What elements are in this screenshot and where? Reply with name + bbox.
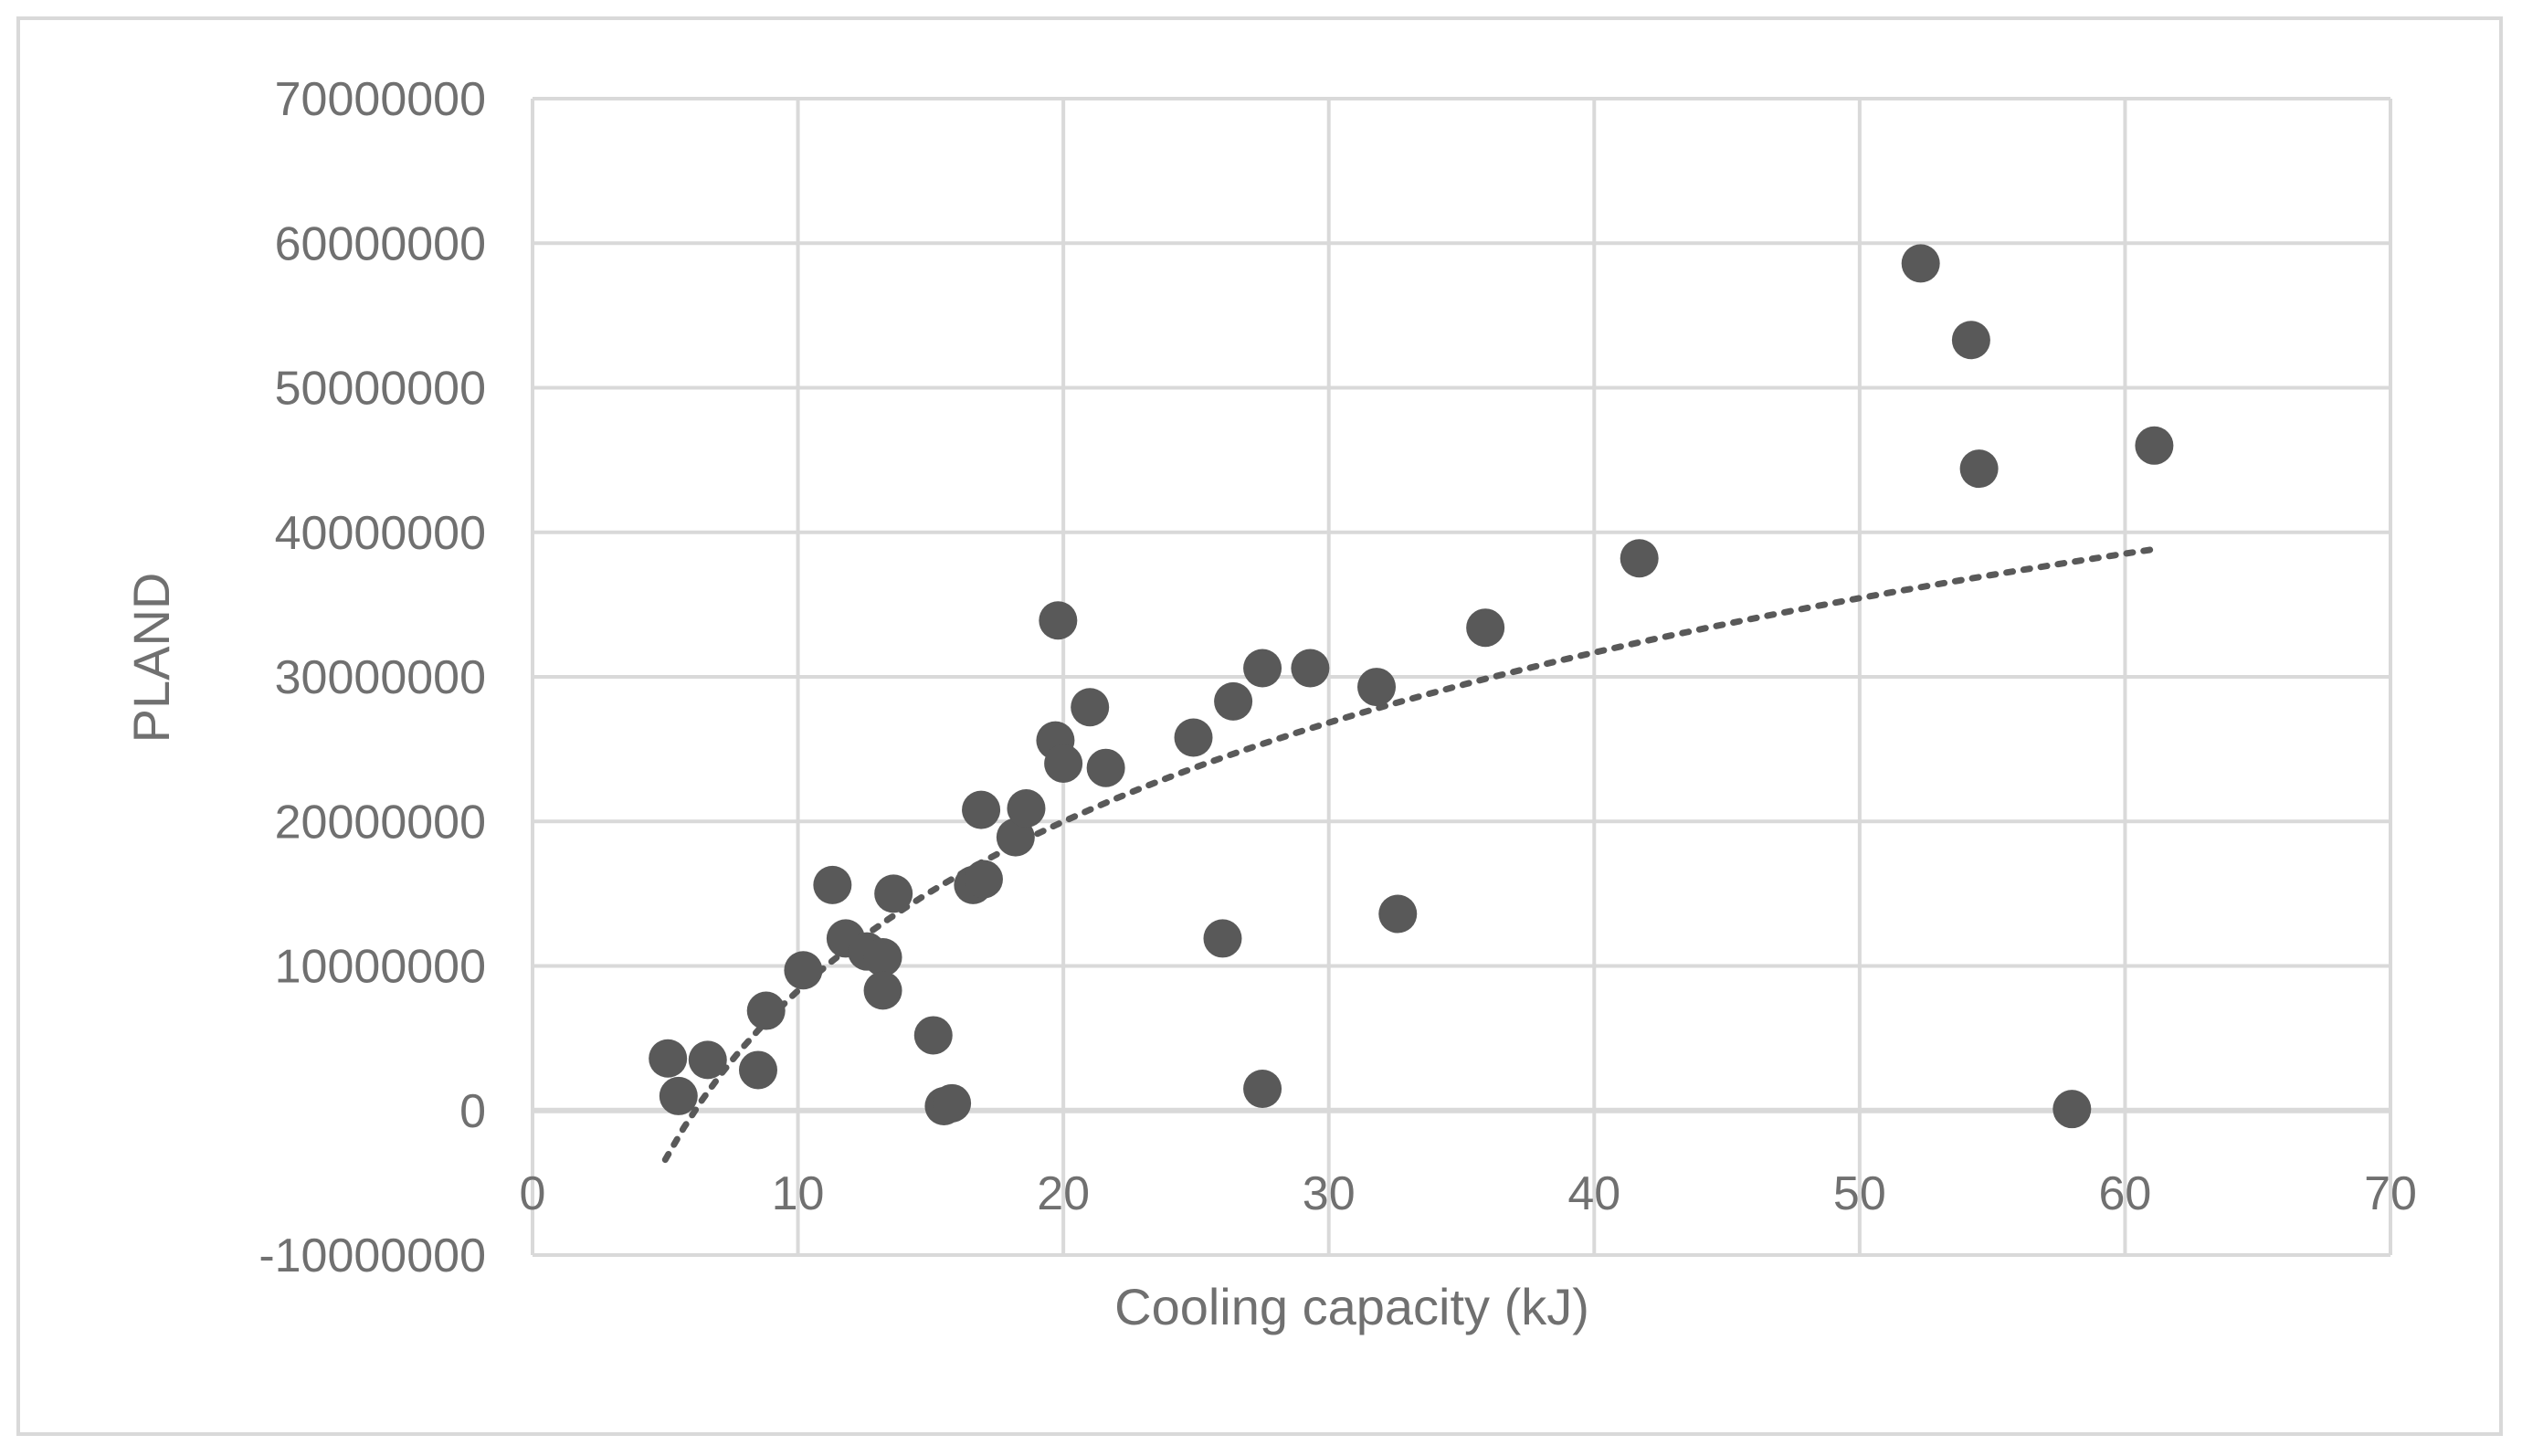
- data-point: [1951, 321, 1990, 360]
- data-point: [962, 790, 1001, 829]
- data-point: [1243, 1070, 1282, 1109]
- data-point: [659, 1076, 698, 1115]
- x-tick-label: 10: [772, 1167, 825, 1220]
- data-point: [1203, 919, 1242, 958]
- data-point: [964, 860, 1003, 899]
- data-point: [874, 874, 913, 913]
- data-point: [784, 951, 823, 990]
- data-point: [1959, 449, 1999, 489]
- x-tick-label: 60: [2099, 1167, 2152, 1220]
- y-tick-label: 40000000: [275, 507, 486, 560]
- data-point: [1901, 244, 1940, 283]
- data-point: [933, 1083, 972, 1123]
- data-point: [738, 1050, 777, 1090]
- data-point: [1086, 748, 1125, 787]
- y-tick-label: 0: [459, 1085, 486, 1138]
- data-point: [1620, 539, 1659, 578]
- data-point: [1243, 649, 1282, 688]
- data-point: [1291, 649, 1330, 688]
- y-tick-label: 70000000: [275, 73, 486, 126]
- data-point: [996, 818, 1035, 857]
- y-axis-title: PLAND: [122, 573, 180, 744]
- gridlines: [531, 97, 2392, 1257]
- data-point: [746, 991, 786, 1030]
- data-point: [813, 865, 852, 904]
- x-tick-label: 40: [1567, 1167, 1620, 1220]
- data-point: [863, 938, 902, 977]
- data-point: [1007, 789, 1046, 828]
- data-points: [649, 244, 2174, 1129]
- data-point: [688, 1040, 727, 1080]
- x-tick-label: 20: [1037, 1167, 1090, 1220]
- x-tick-label: 0: [520, 1167, 546, 1220]
- data-point: [649, 1039, 688, 1078]
- data-point: [1214, 681, 1253, 721]
- data-point: [1071, 688, 1110, 727]
- x-axis-title: Cooling capacity (kJ): [1114, 1278, 1589, 1335]
- tick-labels: 0 10 20 30 40 50 60 70 -10000000 0 10000000 2000000…: [259, 73, 2417, 1282]
- y-tick-label: 60000000: [275, 217, 486, 270]
- data-point: [1357, 668, 1397, 707]
- data-point: [913, 1016, 953, 1055]
- data-point: [1466, 608, 1505, 648]
- data-point: [863, 971, 902, 1010]
- y-tick-label: 10000000: [275, 941, 486, 994]
- y-tick-label: -10000000: [259, 1229, 486, 1282]
- x-tick-label: 50: [1833, 1167, 1886, 1220]
- y-tick-label: 50000000: [275, 363, 486, 416]
- y-tick-label: 20000000: [275, 796, 486, 849]
- data-point: [1039, 601, 1078, 640]
- data-point: [1378, 894, 1418, 934]
- x-tick-label: 30: [1303, 1167, 1356, 1220]
- chart-area: [16, 16, 2503, 1436]
- data-point: [2052, 1090, 2092, 1129]
- y-tick-label: 30000000: [275, 651, 486, 704]
- data-point: [1174, 718, 1213, 757]
- trendline: [661, 546, 2155, 1164]
- data-point: [1044, 744, 1083, 783]
- x-tick-label: 70: [2364, 1167, 2417, 1220]
- data-point: [2135, 426, 2174, 465]
- trendline-group: [661, 546, 2155, 1164]
